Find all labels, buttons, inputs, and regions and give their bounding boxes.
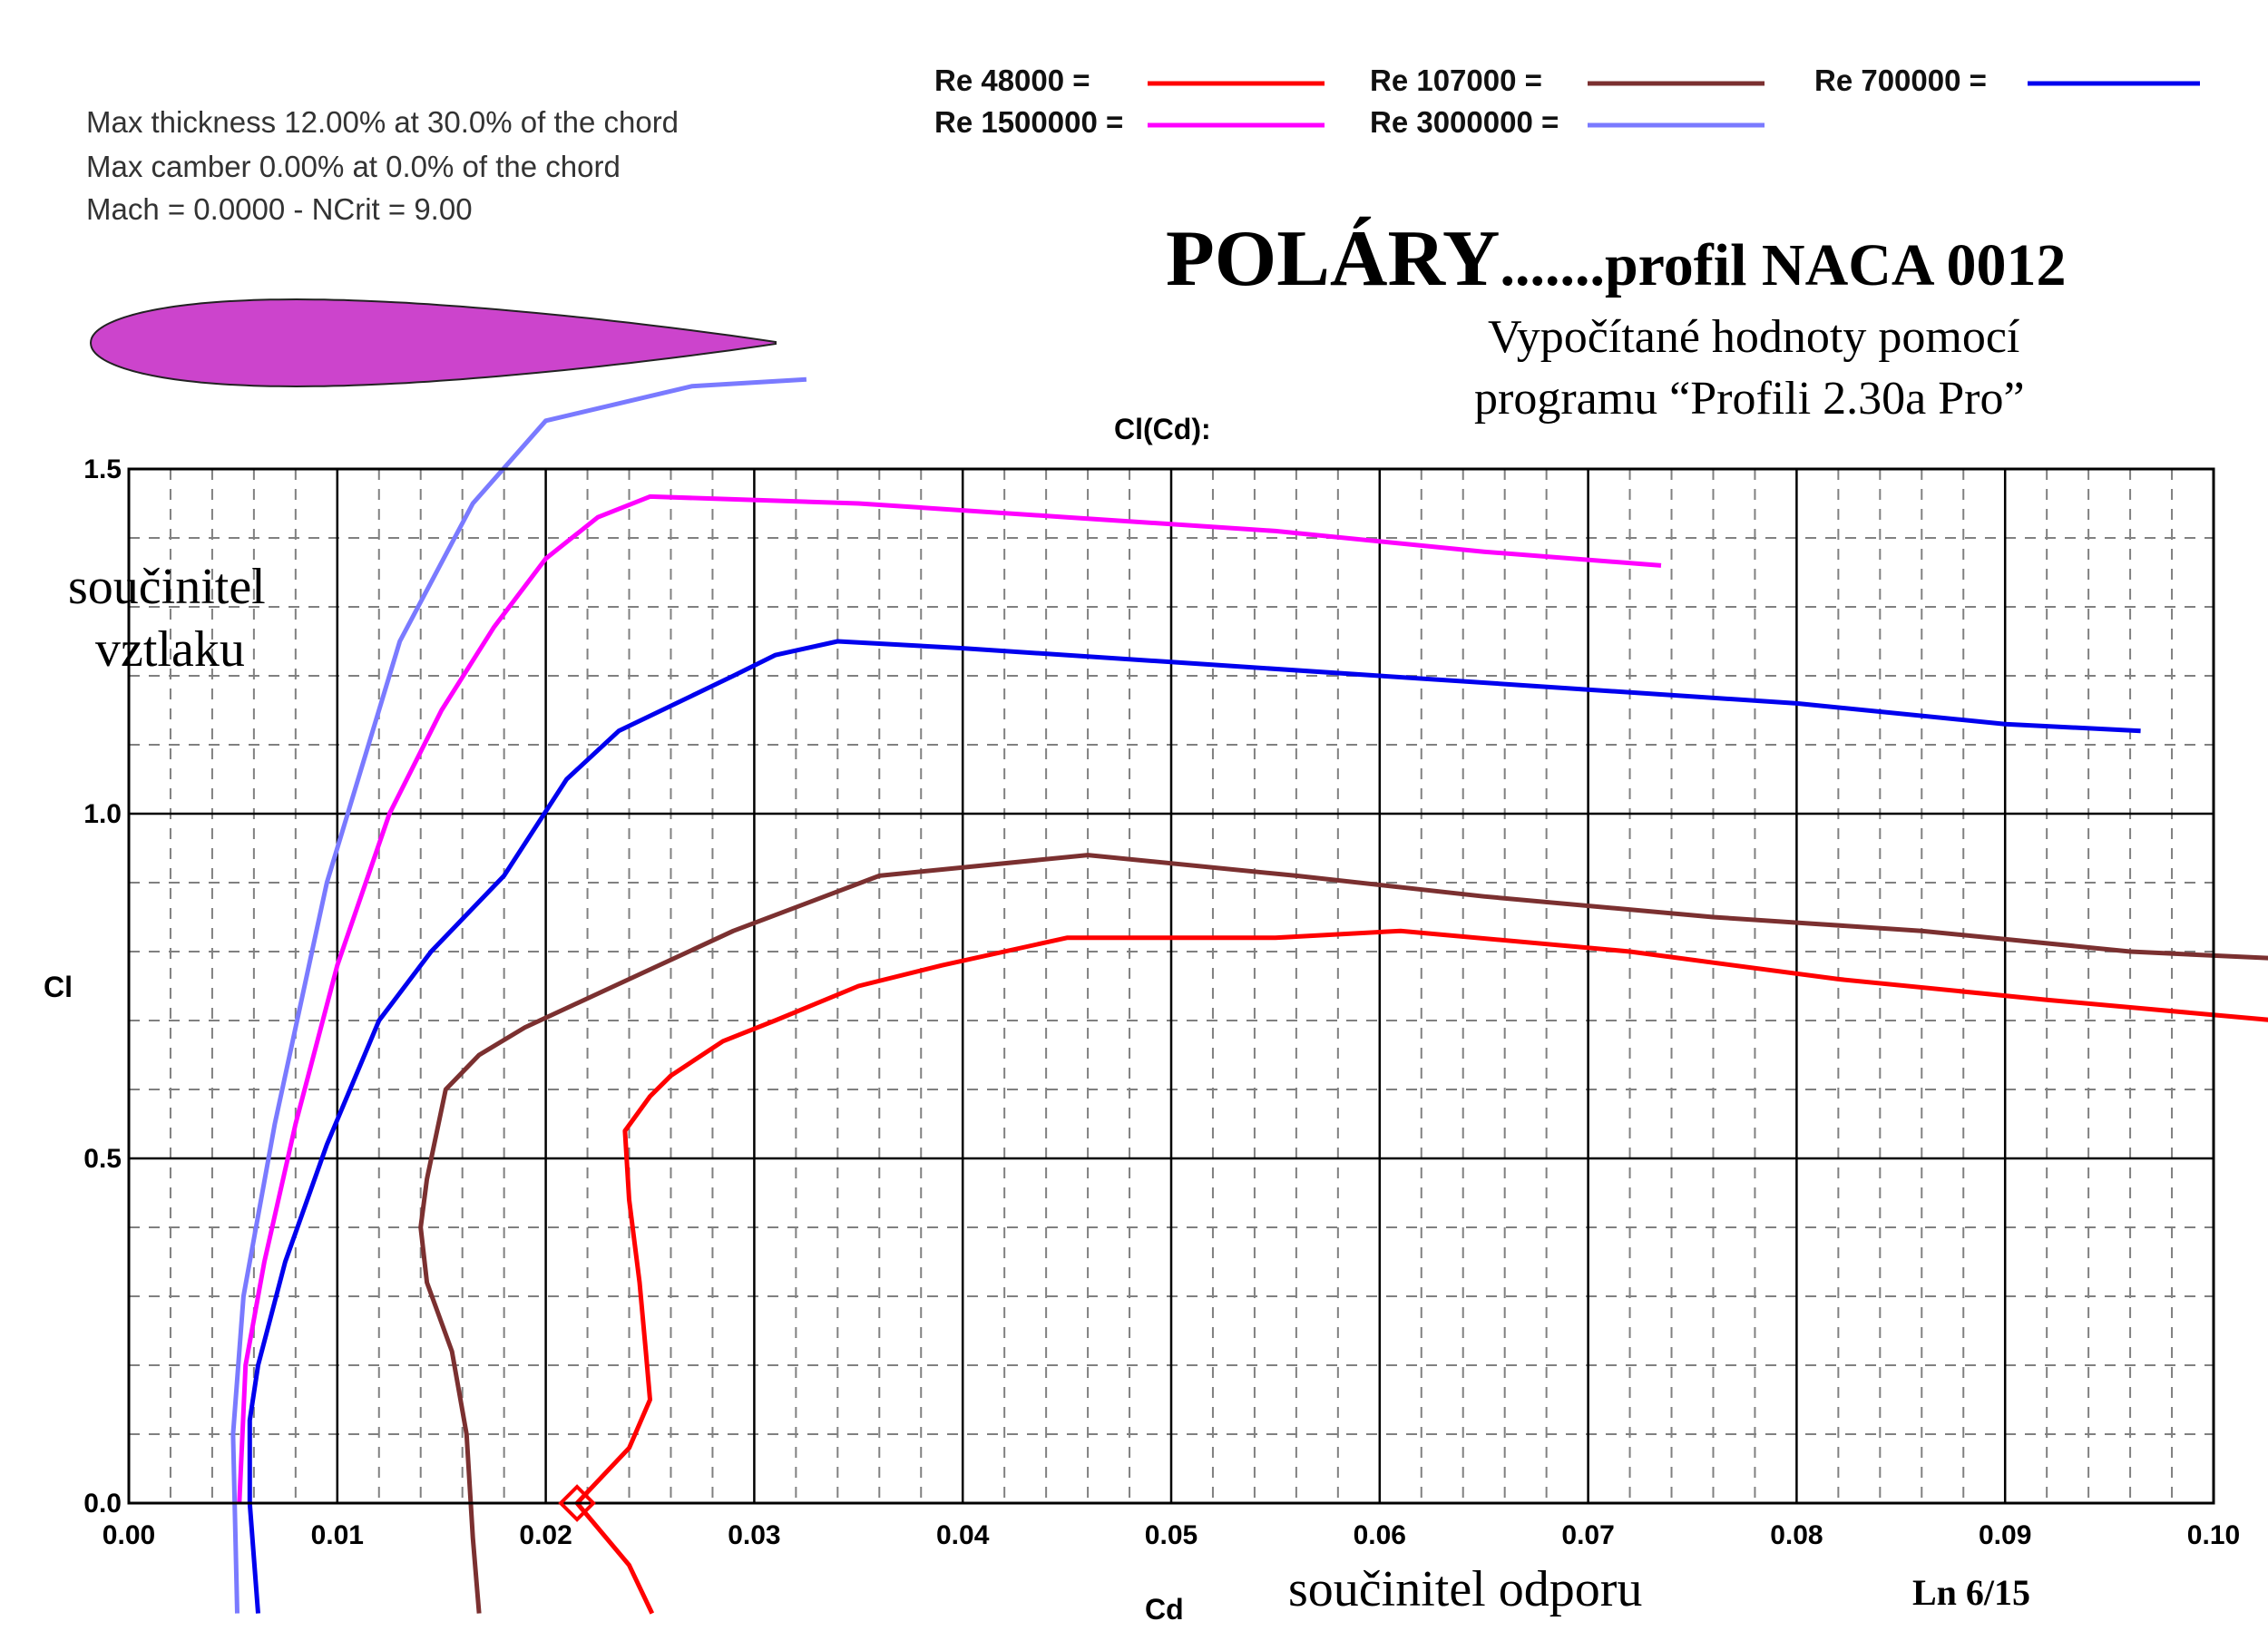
x-tick-label: 0.04 <box>936 1520 990 1550</box>
legend-label-4: Re 3000000 = <box>1370 105 1559 139</box>
x-tick-label: 0.01 <box>311 1520 364 1550</box>
legend-label-1: Re 107000 = <box>1370 63 1542 97</box>
series-line-4 <box>230 376 807 1614</box>
grid <box>129 469 2214 1503</box>
legend-label-0: Re 48000 = <box>934 63 1090 97</box>
heading-rest: .......profil NACA 0012 <box>1500 232 2067 298</box>
airfoil-shape <box>89 298 777 388</box>
y-axis-label: Cl <box>44 971 73 1003</box>
y-tick-label: 1.5 <box>83 454 122 484</box>
info-thickness: Max thickness 12.00% at 30.0% of the cho… <box>86 105 679 139</box>
xlabel-cz: součinitel odporu <box>1288 1561 1643 1617</box>
series-line-2 <box>247 639 2141 1614</box>
plot-frame <box>127 467 2215 1505</box>
x-axis-label: Cd <box>1145 1593 1184 1626</box>
page-heading: POLÁRY.......profil NACA 0012 <box>1166 213 2066 305</box>
legend-label-2: Re 700000 = <box>1814 63 1987 97</box>
x-tick-label: 0.08 <box>1770 1520 1823 1550</box>
x-tick-label: 0.02 <box>519 1520 572 1550</box>
ylabel-cz-line1: součinitel <box>68 559 266 615</box>
info-camber: Max camber 0.00% at 0.0% of the chord <box>86 150 621 183</box>
x-tick-label: 0.05 <box>1145 1520 1198 1550</box>
y-tick-label: 0.0 <box>83 1489 122 1519</box>
info-mach: Mach = 0.0000 - NCrit = 9.00 <box>86 192 473 226</box>
subtitle-line1: Vypočítané hodnoty pomocí <box>1488 311 2020 363</box>
x-tick-label: 0.00 <box>103 1520 155 1550</box>
y-tick-label: 0.5 <box>83 1144 122 1174</box>
x-tick-label: 0.03 <box>728 1520 780 1550</box>
page-reference: Ln 6/15 <box>1912 1572 2031 1613</box>
ylabel-cz-line2: vztlaku <box>95 621 245 678</box>
diamond-marker <box>558 1484 596 1522</box>
heading-main: POLÁRY <box>1166 215 1501 303</box>
x-tick-label: 0.07 <box>1561 1520 1614 1550</box>
series-line-3 <box>237 493 1662 1504</box>
y-tick-label: 1.0 <box>83 799 122 829</box>
series-line-1 <box>418 853 2268 1614</box>
axis-ticks: 0.00 0.01 0.02 0.03 0.04 0.05 0.06 0.07 0.08 0.09… <box>83 454 2240 1550</box>
x-tick-label: 0.06 <box>1354 1520 1406 1550</box>
series-lines <box>230 376 2268 1615</box>
x-tick-label: 0.10 <box>2187 1520 2240 1550</box>
legend <box>1148 81 2200 128</box>
legend-label-3: Re 1500000 = <box>934 105 1124 139</box>
chart-title: Cl(Cd): <box>1114 413 1211 445</box>
series-line-0 <box>574 928 2268 1615</box>
subtitle-line2: programu “Profili 2.30a Pro” <box>1474 373 2025 425</box>
x-tick-label: 0.09 <box>1979 1520 2031 1550</box>
